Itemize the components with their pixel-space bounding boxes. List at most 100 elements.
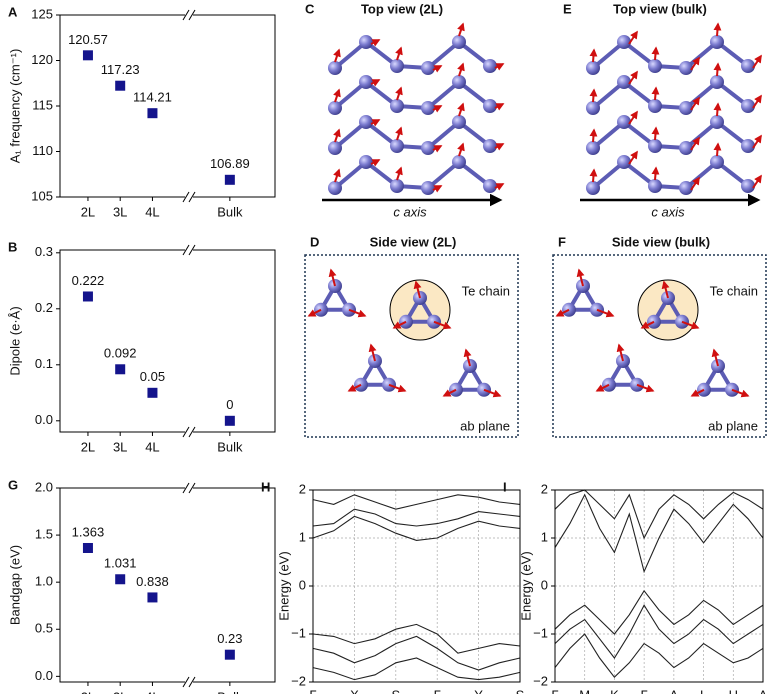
displacement-arrow [589, 128, 598, 143]
displacement-arrow [628, 150, 638, 165]
data-label: 106.89 [210, 156, 250, 171]
panel-label: B [8, 239, 17, 254]
displacement-arrow [628, 30, 638, 45]
displacement-arrow [690, 136, 700, 151]
displacement-arrow [681, 320, 700, 330]
panel-label: C [305, 1, 315, 16]
x-tick-label: Y [474, 687, 483, 694]
axis-break [188, 9, 196, 21]
panel-frame [304, 254, 519, 438]
plot-frame [59, 487, 276, 683]
x-tick-label: S [516, 687, 525, 694]
data-label: 0.092 [104, 346, 137, 361]
displacement-arrow [392, 320, 407, 329]
atom [359, 35, 373, 49]
displacement-arrow [713, 102, 722, 117]
y-tick-label: 0.0 [35, 412, 53, 427]
displacement-arrow [713, 142, 722, 157]
chain-highlight [637, 279, 699, 341]
panel-title: Top view (2L) [361, 1, 443, 16]
data-point [224, 415, 235, 426]
displacement-arrow [576, 268, 585, 287]
data-label: 114.21 [133, 90, 172, 105]
atom [359, 75, 373, 89]
plane-label: ab plane [708, 418, 758, 433]
atom [617, 115, 631, 129]
atom [452, 75, 466, 89]
displacement-arrow [370, 159, 381, 167]
displacement-arrow [432, 185, 443, 193]
panel-label: H [261, 479, 270, 494]
band-line [312, 635, 521, 671]
x-tick-label: A [670, 687, 679, 694]
data-point [115, 80, 126, 91]
y-tick-label: 0 [541, 577, 548, 592]
atom [483, 179, 497, 193]
y-tick-label: −1 [291, 625, 306, 640]
band-line [312, 515, 521, 541]
displacement-arrow [463, 348, 472, 367]
atom [710, 35, 724, 49]
y-axis-label: Energy (eV) [518, 551, 533, 620]
y-tick-label: 2.0 [35, 479, 53, 494]
displacement-arrow [596, 308, 615, 318]
atom [741, 179, 755, 193]
axis-break [188, 482, 196, 494]
atom [741, 99, 755, 113]
y-tick-label: 115 [32, 97, 53, 112]
y-tick-label: −2 [533, 673, 548, 688]
displacement-arrow [651, 86, 660, 101]
axis-break [182, 426, 190, 438]
displacement-arrow [651, 126, 660, 141]
y-axis-label: Dipole (e·Å) [7, 306, 22, 375]
axis-caption: c axis [651, 204, 685, 219]
displacement-arrow [395, 126, 403, 141]
displacement-arrow [457, 22, 465, 37]
displacement-arrow [628, 70, 638, 85]
axis-break-gap [185, 195, 193, 199]
atom [452, 115, 466, 129]
displacement-arrow [395, 166, 403, 181]
displacement-arrow [433, 320, 452, 330]
displacement-arrow [442, 388, 457, 397]
panel-label: F [558, 234, 566, 249]
atom [679, 61, 693, 75]
data-label: 0.222 [72, 273, 105, 288]
atom [586, 181, 600, 195]
displacement-arrow [395, 46, 403, 61]
y-axis-label: Bandgap (eV) [7, 545, 22, 625]
y-axis-label: A₁ frequency (cm⁻¹) [7, 49, 22, 164]
x-tick-label: 3L [113, 689, 127, 694]
x-tick-label: Γ [434, 687, 441, 694]
x-tick-label: Γ [309, 687, 316, 694]
band-line [312, 494, 521, 510]
data-point [147, 387, 158, 398]
axis-break [188, 676, 196, 688]
displacement-arrow [713, 62, 722, 77]
data-label: 1.031 [104, 556, 137, 571]
atom [390, 139, 404, 153]
y-tick-label: 1.0 [35, 574, 53, 589]
displacement-arrow [595, 383, 610, 392]
data-label: 1.363 [72, 524, 105, 539]
band-line [554, 604, 764, 659]
data-point [147, 108, 158, 119]
x-tick-label: 4L [145, 689, 159, 694]
displacement-arrow [752, 134, 762, 149]
band-line [312, 508, 521, 527]
plot-frame [554, 489, 764, 683]
atom [710, 155, 724, 169]
axis-break [182, 9, 190, 21]
displacement-arrow [457, 62, 465, 77]
displacement-arrow [457, 102, 465, 117]
displacement-arrow [333, 48, 341, 63]
displacement-arrow [636, 383, 655, 393]
chain-highlight [389, 279, 451, 341]
displacement-arrow [347, 383, 362, 392]
x-tick-label: X [350, 687, 359, 694]
band-line [312, 623, 521, 654]
panel-label: I [503, 479, 507, 494]
axis-break [182, 676, 190, 688]
displacement-arrow [494, 103, 505, 111]
x-tick-label: A [759, 687, 768, 694]
